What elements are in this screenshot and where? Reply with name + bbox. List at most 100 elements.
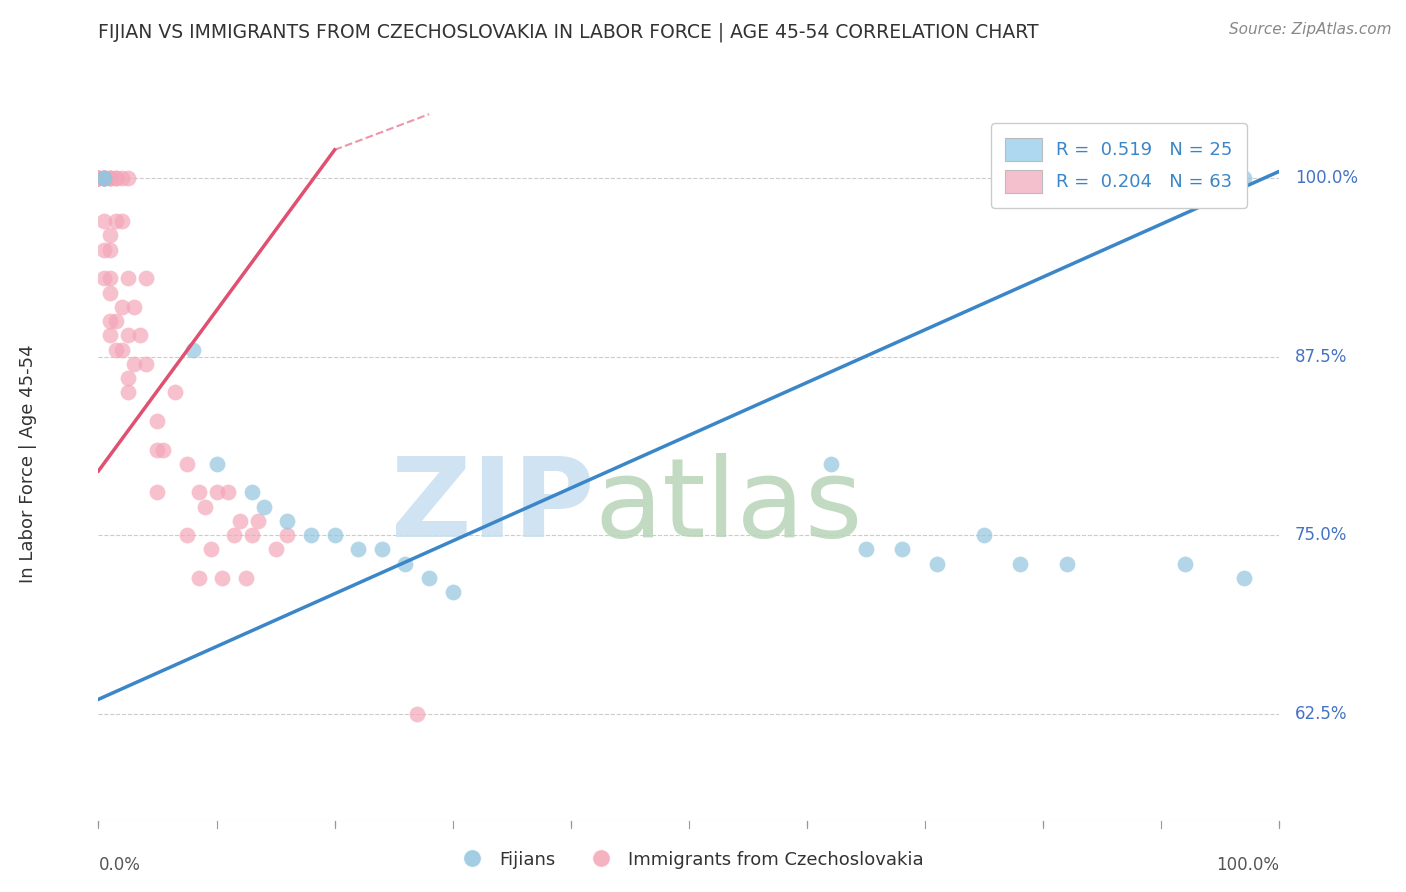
Point xyxy=(135,357,157,371)
Point xyxy=(93,171,115,186)
Point xyxy=(135,271,157,285)
Point xyxy=(98,228,121,243)
Point xyxy=(111,343,134,357)
Point xyxy=(146,442,169,457)
Text: atlas: atlas xyxy=(595,453,863,560)
Point xyxy=(240,528,263,542)
Text: 100.0%: 100.0% xyxy=(1295,169,1358,187)
Point xyxy=(264,542,287,557)
Point xyxy=(87,171,110,186)
Point xyxy=(441,585,464,599)
Point xyxy=(1233,171,1256,186)
Point xyxy=(93,171,115,186)
Point xyxy=(855,542,877,557)
Point xyxy=(176,457,198,471)
Point xyxy=(1174,557,1197,571)
Point xyxy=(276,514,298,528)
Point xyxy=(1056,557,1078,571)
Point xyxy=(323,528,346,542)
Text: Source: ZipAtlas.com: Source: ZipAtlas.com xyxy=(1229,22,1392,37)
Point xyxy=(105,214,128,228)
Point xyxy=(240,485,263,500)
Point xyxy=(246,514,269,528)
Point xyxy=(117,328,139,343)
Point xyxy=(187,485,209,500)
Point xyxy=(98,328,121,343)
Point xyxy=(98,171,121,186)
Point xyxy=(98,243,121,257)
Point xyxy=(1126,171,1149,186)
Point xyxy=(87,171,110,186)
Point xyxy=(152,442,174,457)
Point xyxy=(98,171,121,186)
Point xyxy=(229,514,252,528)
Point xyxy=(194,500,217,514)
Point xyxy=(200,542,222,557)
Text: 62.5%: 62.5% xyxy=(1295,705,1347,723)
Point xyxy=(276,528,298,542)
Point xyxy=(93,271,115,285)
Point xyxy=(105,343,128,357)
Point xyxy=(111,214,134,228)
Point xyxy=(224,528,246,542)
Point xyxy=(98,285,121,300)
Point xyxy=(87,171,110,186)
Point xyxy=(176,528,198,542)
Point xyxy=(418,571,440,585)
Point xyxy=(890,542,912,557)
Point xyxy=(146,414,169,428)
Point xyxy=(122,300,145,314)
Point xyxy=(181,343,204,357)
Point xyxy=(211,571,233,585)
Point xyxy=(98,171,121,186)
Point xyxy=(394,557,416,571)
Point xyxy=(87,171,110,186)
Text: 100.0%: 100.0% xyxy=(1216,856,1279,874)
Point xyxy=(105,314,128,328)
Text: FIJIAN VS IMMIGRANTS FROM CZECHOSLOVAKIA IN LABOR FORCE | AGE 45-54 CORRELATION : FIJIAN VS IMMIGRANTS FROM CZECHOSLOVAKIA… xyxy=(98,22,1039,42)
Point xyxy=(128,328,150,343)
Legend: Fijians, Immigrants from Czechoslovakia: Fijians, Immigrants from Czechoslovakia xyxy=(447,844,931,876)
Point xyxy=(93,171,115,186)
Point xyxy=(146,485,169,500)
Point xyxy=(217,485,239,500)
Point xyxy=(117,371,139,385)
Text: 87.5%: 87.5% xyxy=(1295,348,1347,366)
Point xyxy=(117,271,139,285)
Point xyxy=(122,357,145,371)
Point xyxy=(973,528,995,542)
Point xyxy=(93,171,115,186)
Point xyxy=(117,385,139,400)
Point xyxy=(105,171,128,186)
Text: In Labor Force | Age 45-54: In Labor Force | Age 45-54 xyxy=(18,344,37,583)
Point xyxy=(87,171,110,186)
Point xyxy=(117,171,139,186)
Point xyxy=(371,542,394,557)
Point xyxy=(235,571,257,585)
Point xyxy=(187,571,209,585)
Point xyxy=(165,385,187,400)
Text: ZIP: ZIP xyxy=(391,453,595,560)
Text: 0.0%: 0.0% xyxy=(98,856,141,874)
Point xyxy=(406,706,429,721)
Point xyxy=(93,171,115,186)
Point xyxy=(93,243,115,257)
Point xyxy=(111,300,134,314)
Point xyxy=(87,171,110,186)
Point xyxy=(1233,571,1256,585)
Point xyxy=(111,171,134,186)
Point xyxy=(299,528,322,542)
Point xyxy=(1008,557,1031,571)
Point xyxy=(205,457,228,471)
Point xyxy=(105,171,128,186)
Point xyxy=(98,314,121,328)
Point xyxy=(205,485,228,500)
Point xyxy=(93,214,115,228)
Text: 75.0%: 75.0% xyxy=(1295,526,1347,544)
Point xyxy=(253,500,276,514)
Point xyxy=(93,171,115,186)
Point xyxy=(925,557,948,571)
Point xyxy=(820,457,842,471)
Point xyxy=(98,271,121,285)
Point xyxy=(347,542,370,557)
